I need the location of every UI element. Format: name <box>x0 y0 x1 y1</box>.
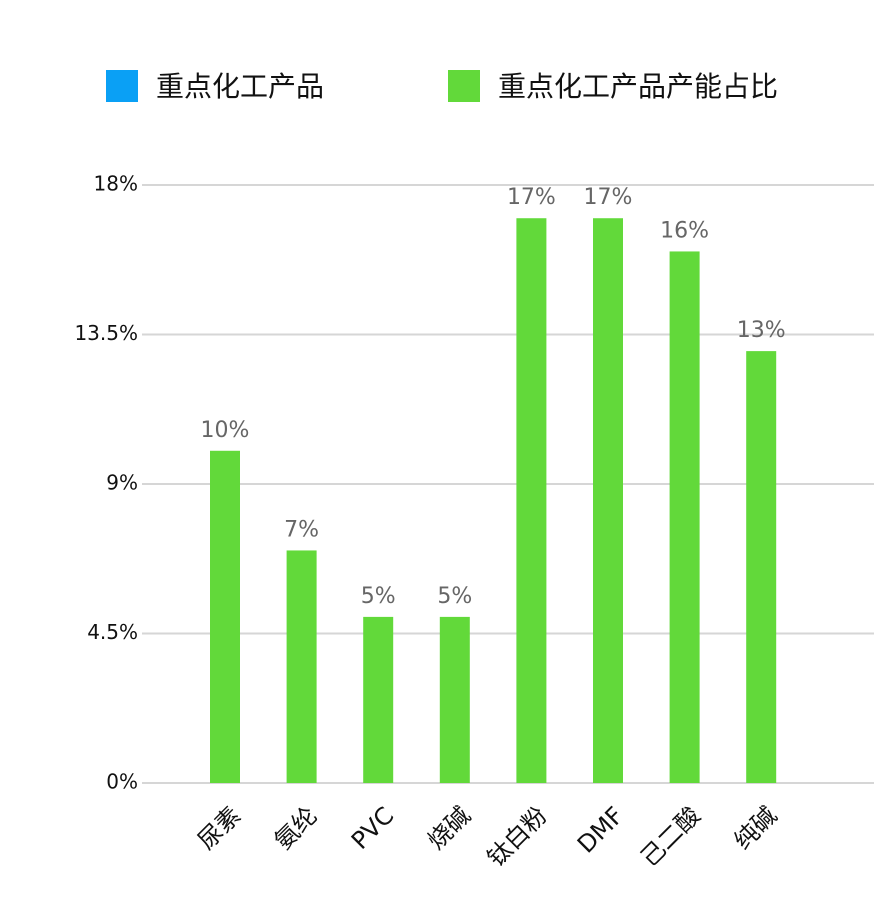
legend-swatch <box>106 70 138 102</box>
x-tick-label: DMF <box>572 801 629 858</box>
x-tick-label: 纯碱 <box>729 801 783 855</box>
y-tick-label: 0% <box>106 770 138 794</box>
bar <box>669 251 700 783</box>
x-tick-label: PVC <box>346 801 399 854</box>
data-label: 7% <box>284 517 319 542</box>
bar <box>363 616 394 783</box>
data-label: 17% <box>507 185 556 210</box>
x-tick-label: 氨纶 <box>269 801 323 855</box>
bar <box>593 218 623 783</box>
data-label: 13% <box>737 318 786 343</box>
x-tick-label: 钛白粉 <box>482 801 553 872</box>
bar <box>210 450 240 783</box>
bar <box>439 616 470 783</box>
x-tick-label: 烧碱 <box>422 801 476 855</box>
y-tick-label: 9% <box>106 471 138 495</box>
data-label: 10% <box>201 418 250 443</box>
bar <box>516 218 547 783</box>
legend-label: 重点化工产品 <box>156 70 324 103</box>
data-label: 5% <box>437 584 472 609</box>
x-tick-label: 尿素 <box>192 801 246 855</box>
y-tick-label: 18% <box>94 172 138 196</box>
bar <box>746 351 777 783</box>
data-label: 5% <box>361 584 396 609</box>
y-tick-label: 13.5% <box>74 321 138 345</box>
legend-swatch <box>448 70 480 102</box>
x-tick-label: 己二酸 <box>635 801 706 872</box>
data-label: 17% <box>584 185 633 210</box>
y-tick-label: 4.5% <box>87 620 138 644</box>
bar <box>286 550 317 783</box>
legend-label: 重点化工产品产能占比 <box>498 70 778 103</box>
data-label: 16% <box>660 218 709 243</box>
